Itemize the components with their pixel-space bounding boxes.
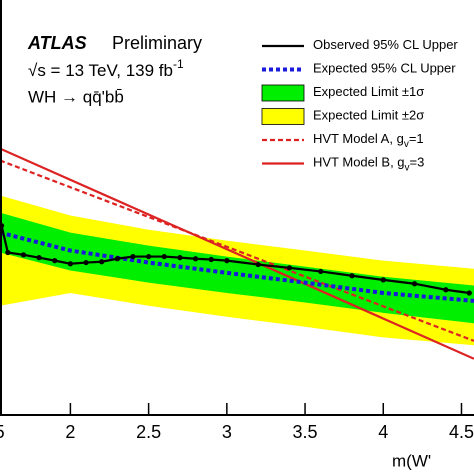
marker [83,259,89,266]
marker [36,255,42,261]
legend-subscript: v [405,162,410,173]
plot-area [0,147,474,360]
marker [255,261,261,268]
x-tick-label: 2.5 [136,422,161,442]
legend-label: HVT Model A, gv=1 [313,131,424,149]
marker [466,290,472,296]
legend-name: Expected Limit ±2σ [313,108,424,123]
legend-label: Observed 95% CL Upper [313,37,458,52]
series-line [0,230,474,303]
marker [318,268,324,275]
legend-suffix: =3 [410,155,425,170]
x-tick-label: 1.5 [0,422,5,442]
legend-label: HVT Model B, gv=3 [313,155,424,173]
experiment: ATLAS [27,33,87,53]
x-tick-label: 3.5 [293,422,318,442]
legend-name: HVT Model B, g [313,155,405,170]
marker [177,255,183,261]
marker [5,249,11,256]
series-line [0,159,474,342]
marker [411,281,418,287]
x-axis-label: m(W' [392,451,431,470]
marker [161,253,167,260]
series-line [0,147,474,360]
marker [20,252,27,258]
marker [52,258,58,264]
x-tick-label: 2 [65,422,75,442]
series-line [0,225,470,295]
marker [286,265,293,271]
process: WH → qq̄'bb̄ [28,87,124,106]
marker [224,258,230,264]
marker [380,277,386,283]
legend-name: Observed 95% CL Upper [313,37,458,52]
x-tick-label: 4 [378,422,388,442]
marker [146,253,152,260]
legend-swatch [261,108,305,125]
legend-name: Expected 95% CL Upper [313,61,456,76]
legend-suffix: =1 [409,131,424,146]
marker [99,259,105,265]
legend-name: Expected Limit ±1σ [313,84,424,99]
energy: √s = 13 TeV, 139 fb-1 [28,57,184,80]
marker [208,256,214,263]
energy-exponent: -1 [173,57,184,71]
legend-swatch [261,84,305,102]
legend-subscript: v [404,139,409,150]
status: Preliminary [112,33,202,53]
legend-label: Expected Limit ±1σ [313,84,424,99]
marker [67,261,73,267]
legend-label: Expected Limit ±2σ [313,108,424,123]
energy-text: √s = 13 TeV, 139 fb [28,61,173,80]
marker [114,256,120,262]
x-tick-label: 3 [222,422,232,442]
marker [349,273,355,279]
legend-label: Expected 95% CL Upper [313,61,456,76]
x-tick-label: 4.5 [449,422,474,442]
legend-name: HVT Model A, g [313,131,404,146]
marker [443,287,449,293]
marker [192,256,199,262]
marker [130,253,136,260]
